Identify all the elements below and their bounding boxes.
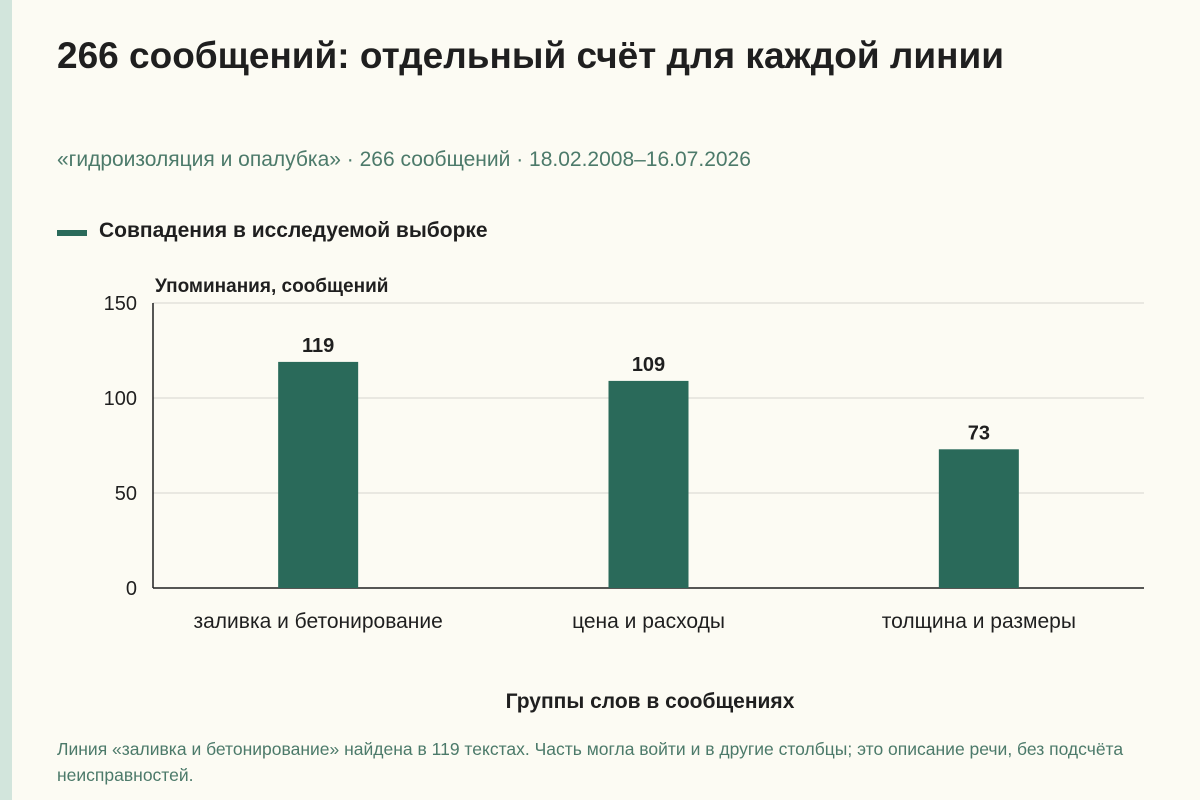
y-axis-title: Упоминания, сообщений [155,276,388,297]
x-tick-label: цена и расходы [572,610,725,633]
bar-chart: 0 50 100 150 119 заливка и бетонирование 109 це… [104,276,1144,713]
x-tick-label: толщина и размеры [882,610,1076,633]
bar-layer [278,361,1019,588]
legend: Совпадения в исследуемой выборке [57,219,488,243]
label-layer: 0 50 100 150 119 заливка и бетонирование 109 це… [104,293,1076,633]
accent-strip [0,0,12,800]
bar [938,449,1019,588]
bar [608,380,689,588]
legend-label: Совпадения в исследуемой выборке [99,219,488,242]
chart-caption: Линия «заливка и бетонирование» найдена … [57,739,1124,785]
chart-subtitle: «гидроизоляция и опалубка» · 266 сообщен… [57,148,751,171]
x-tick-label: заливка и бетонирование [194,610,443,633]
bar-value-label: 73 [968,422,990,444]
legend-swatch [57,230,87,236]
y-tick-label: 100 [104,388,137,410]
y-tick-label: 0 [126,578,137,600]
bar [278,361,359,588]
y-tick-label: 150 [104,293,137,315]
chart-title: 266 сообщений: отдельный счёт для каждой… [57,35,1004,76]
bar-value-label: 119 [302,335,334,357]
y-tick-label: 50 [115,483,137,505]
bar-value-label: 109 [632,354,665,376]
x-axis-title: Группы слов в сообщениях [506,690,795,713]
